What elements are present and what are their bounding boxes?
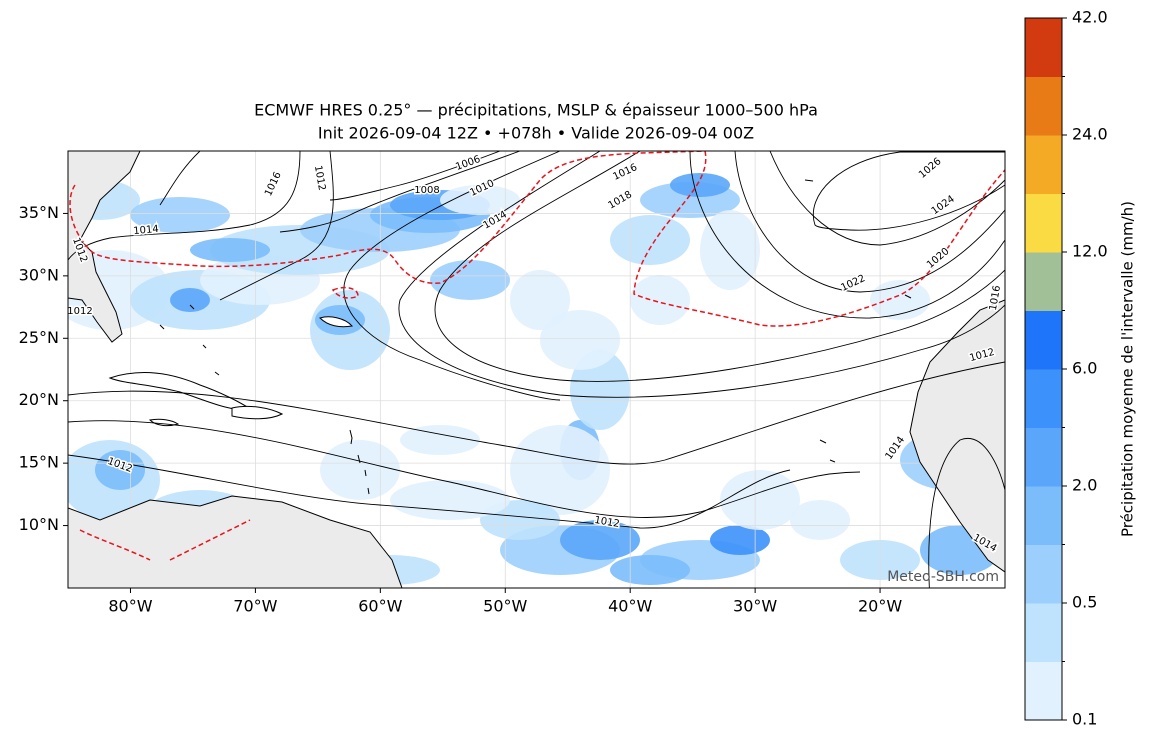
precip-area — [390, 480, 510, 520]
thickness-line — [69, 151, 706, 284]
colorbar-swatch — [1025, 76, 1062, 136]
isobar-label: 1014 — [133, 224, 159, 237]
precip-area — [320, 440, 400, 500]
precip-area — [610, 555, 690, 585]
title: ECMWF HRES 0.25° — précipitations, MSLP … — [254, 101, 818, 120]
colorbar-swatch — [1025, 603, 1062, 662]
colorbar-swatch — [1025, 369, 1062, 428]
colorbar-swatch — [1025, 310, 1062, 370]
precip-area — [670, 173, 730, 197]
y-tick-label: 30°N — [19, 265, 59, 284]
island — [231, 405, 284, 420]
precip-area — [510, 270, 570, 330]
precip-area — [190, 238, 270, 262]
isobar-label: 1012 — [67, 306, 92, 317]
precip-area — [560, 520, 640, 560]
thickness-line — [633, 151, 1005, 327]
precip-area — [570, 350, 630, 430]
land — [909, 299, 1005, 573]
watermark: Meteo-SBH.com — [887, 569, 999, 585]
precip-area — [700, 210, 760, 290]
precip-area — [790, 500, 850, 540]
precip-area — [430, 260, 510, 300]
precip-area — [540, 310, 620, 370]
small-islands — [159, 179, 912, 495]
y-tick-label: 25°N — [19, 328, 59, 347]
land — [68, 151, 141, 343]
colorbar-tick-label: 24.0 — [1072, 125, 1108, 144]
colorbar-tick-label: 0.1 — [1072, 710, 1097, 729]
colorbar-swatch — [1025, 427, 1062, 487]
axes: 80°W 70°W 60°W 50°W 40°W 30°W 20°W 10°N 15°N 20°N… — [19, 203, 903, 616]
x-tick-label: 40°W — [608, 597, 652, 616]
colorbar-swatch — [1025, 661, 1062, 721]
x-tick-label: 60°W — [358, 597, 402, 616]
precip-area — [170, 288, 210, 312]
colorbar-swatch — [1025, 135, 1062, 194]
y-tick-label: 15°N — [19, 453, 59, 472]
colorbar: 0.1 0.5 2.0 6.0 12.0 24.0 42.0 — [1024, 8, 1108, 729]
map-frame — [67, 150, 1006, 589]
colorbar-tick-label: 0.5 — [1072, 593, 1097, 612]
precip-area — [440, 185, 520, 215]
land — [68, 495, 403, 588]
colorbar-tick-label: 42.0 — [1072, 8, 1108, 27]
thickness-line — [331, 286, 359, 299]
y-tick-label: 20°N — [19, 390, 59, 409]
colorbar-swatch — [1025, 252, 1062, 311]
x-tick-label: 70°W — [233, 597, 277, 616]
colorbar-tick-label: 6.0 — [1072, 359, 1097, 378]
colorbar-tick-label: 2.0 — [1072, 476, 1097, 495]
precip-area — [510, 425, 610, 515]
colorbar-swatch — [1025, 193, 1062, 253]
colorbar-tick-label: 12.0 — [1072, 242, 1108, 261]
precip-area — [610, 215, 690, 265]
precip-area — [630, 275, 690, 325]
colorbar-swatch — [1025, 18, 1062, 77]
isobar-label: 1008 — [414, 185, 439, 196]
colorbar-label: Précipitation moyenne de l'intervalle (m… — [1119, 201, 1137, 537]
colorbar-swatch — [1025, 486, 1062, 545]
precip-area — [130, 197, 230, 233]
precip-area — [95, 450, 145, 490]
island — [319, 316, 353, 328]
colorbar-swatch — [1025, 544, 1062, 604]
y-tick-label: 35°N — [19, 203, 59, 222]
island — [148, 418, 180, 427]
x-tick-label: 50°W — [483, 597, 527, 616]
x-tick-label: 30°W — [733, 597, 777, 616]
isobars — [68, 151, 1005, 588]
y-tick-label: 10°N — [19, 515, 59, 534]
precip-area — [720, 470, 800, 530]
subtitle: Init 2026-09-04 12Z • +078h • Valide 202… — [318, 124, 754, 143]
precip-area — [400, 425, 480, 455]
x-tick-label: 80°W — [108, 597, 152, 616]
x-tick-label: 20°W — [858, 597, 902, 616]
thickness-line — [79, 519, 251, 561]
